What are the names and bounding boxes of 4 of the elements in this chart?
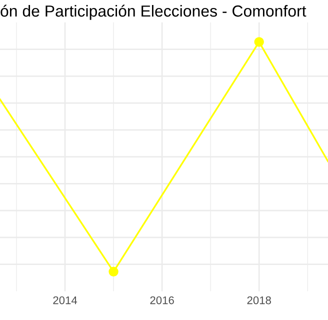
x-tick-label: 2016 [150, 296, 174, 304]
x-tick-label: 2014 [53, 296, 78, 304]
chart-title: ón de Participación Elecciones - Comonfort [0, 4, 306, 20]
x-tick-label: 2018 [247, 296, 271, 304]
